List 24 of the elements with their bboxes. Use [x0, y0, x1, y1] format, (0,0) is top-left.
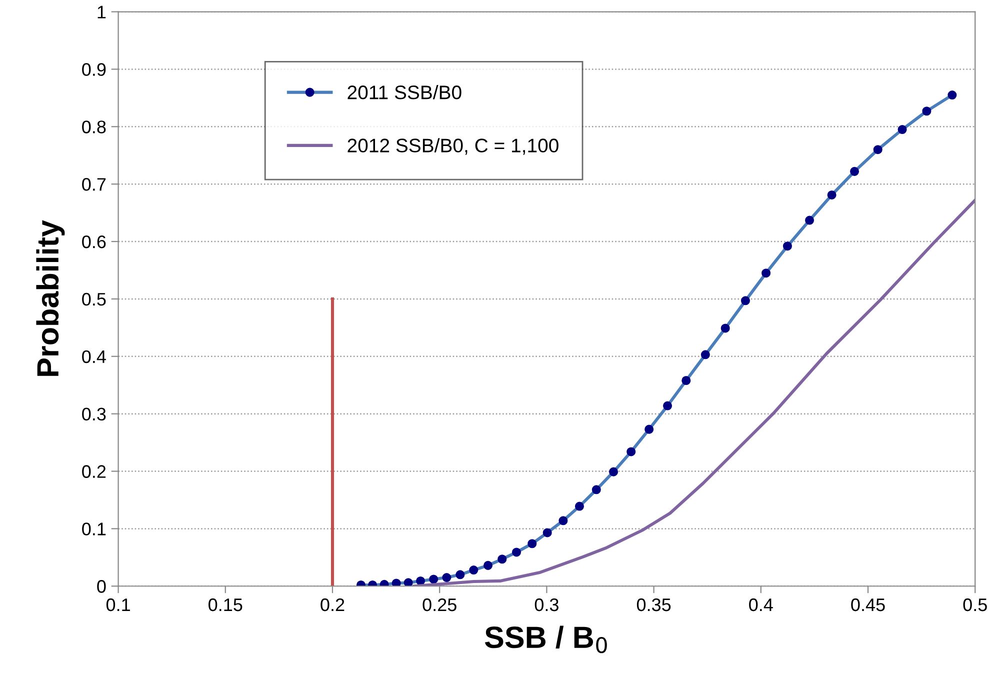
- x-axis-title: SSB / B$_{0}$: [484, 626, 607, 654]
- y-tick-label: 0.1: [82, 522, 106, 536]
- y-tick-label: 0.4: [82, 350, 106, 364]
- x-tick-label: 0.25: [422, 598, 456, 612]
- y-tick-label: 0.2: [82, 465, 106, 478]
- y-tick-label: 0.7: [82, 178, 106, 191]
- x-tick-label: 0.3: [534, 598, 558, 612]
- x-tick-label: 0.2: [320, 598, 344, 612]
- legend-label: 2011 SSB/B0: [348, 85, 462, 100]
- y-tick-label: 0.3: [82, 408, 106, 421]
- y-axis-title: Probability: [36, 220, 65, 376]
- x-tick-label: 0.45: [851, 598, 885, 612]
- y-tick-label: 0.6: [82, 235, 106, 248]
- y-tick-label: 0.5: [82, 292, 106, 306]
- x-tick-label: 0.4: [749, 598, 773, 612]
- y-tick-label: 0.8: [82, 120, 106, 134]
- x-tick-label: 0.5: [963, 598, 987, 612]
- x-tick-label: 0.35: [636, 598, 671, 612]
- x-tick-label: 0.15: [208, 598, 242, 612]
- y-tick-label: 0: [97, 580, 106, 593]
- x-tick-label: 0.1: [106, 598, 130, 612]
- legend-label: 2012 SSB/B0, C = 1,100: [348, 138, 558, 155]
- y-tick-label: 0.9: [82, 63, 106, 76]
- y-tick-label: 1: [98, 6, 106, 18]
